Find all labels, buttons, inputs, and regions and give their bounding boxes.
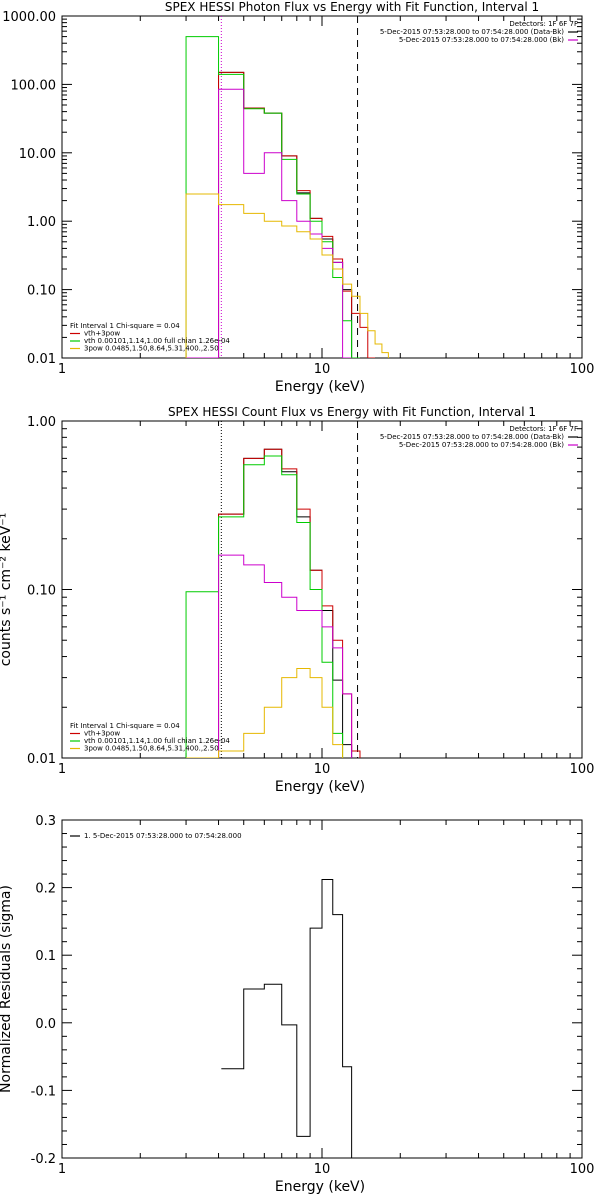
x-axis-label: Energy (keV) xyxy=(275,779,365,795)
series-line-5 xyxy=(185,193,389,358)
legend-entry-2: vth+3pow xyxy=(84,730,120,738)
y-axis-label: Normalized Residuals (sigma) xyxy=(0,885,14,1093)
x-tick-label: 10 xyxy=(314,1162,331,1177)
plot-frame xyxy=(61,819,583,1159)
series-line-3 xyxy=(185,36,360,358)
legend-entry-4: 3pow 0.0485,1.50,8.64,5.31,400.,2.50 xyxy=(84,745,219,753)
y-tick-label: 1.00 xyxy=(27,415,56,430)
x-tick-label: 10 xyxy=(314,762,331,777)
y-tick-label: 100.00 xyxy=(11,78,57,93)
chart-title: SPEX HESSI Count Flux vs Energy with Fit… xyxy=(168,405,536,419)
x-axis-label: Energy (keV) xyxy=(275,1179,365,1195)
x-tick-label: 100 xyxy=(570,362,595,377)
series-line-4 xyxy=(186,88,352,358)
legend-entry-2: vth+3pow xyxy=(84,330,120,338)
header-line-3: 5-Dec-2015 07:53:28.000 to 07:54:28.000 … xyxy=(399,441,564,449)
header-line-2: 5-Dec-2015 07:53:28.000 to 07:54:28.000 … xyxy=(380,28,564,36)
x-tick-label: 100 xyxy=(570,1162,595,1177)
x-tick-label: 100 xyxy=(570,762,595,777)
plot-frame xyxy=(61,15,583,359)
x-tick-label: 10 xyxy=(314,362,331,377)
legend-entry-3: vth 0.00101,1.14,1.00 full chian 1.26e-0… xyxy=(84,337,230,345)
series-line-4 xyxy=(186,554,353,758)
legend-entry-3: vth 0.00101,1.14,1.00 full chian 1.26e-0… xyxy=(84,737,230,745)
y-tick-label: 0.01 xyxy=(27,352,56,367)
header-line-1: Detectors: 1F 6F 7F xyxy=(509,425,578,433)
legend-entry-1: 1. 5-Dec-2015 07:53:28.000 to 07:54:28.0… xyxy=(84,832,242,840)
series-group xyxy=(221,878,358,1158)
y-tick-label: 10.00 xyxy=(19,147,56,162)
series-group xyxy=(185,448,361,758)
series-line-2 xyxy=(186,448,361,758)
chart-1: SPEX HESSI Photon Flux vs Energy with Fi… xyxy=(2,0,594,395)
y-tick-label: -0.2 xyxy=(31,1152,56,1167)
series-line-5 xyxy=(186,667,344,758)
header-line-1: Detectors: 1F 6F 7F xyxy=(509,20,578,28)
x-tick-label: 1 xyxy=(58,362,66,377)
chart-title: SPEX HESSI Photon Flux vs Energy with Fi… xyxy=(165,0,539,14)
chart-2: SPEX HESSI Count Flux vs Energy with Fit… xyxy=(0,405,594,795)
series-group xyxy=(185,36,389,358)
y-tick-label: 1000.00 xyxy=(2,10,56,25)
series-line-1 xyxy=(186,71,360,358)
x-axis-label: Energy (keV) xyxy=(275,379,365,395)
header-line-2: 5-Dec-2015 07:53:28.000 to 07:54:28.000 … xyxy=(380,433,564,441)
y-tick-label: 0.0 xyxy=(35,1017,56,1032)
legend-entry-1: Fit Interval 1 Chi-square = 0.04 xyxy=(70,722,180,730)
y-tick-label: 1.00 xyxy=(27,215,56,230)
y-tick-label: -0.1 xyxy=(31,1084,56,1099)
y-tick-label: 0.10 xyxy=(27,284,56,299)
header-line-3: 5-Dec-2015 07:53:28.000 to 07:54:28.000 … xyxy=(399,36,564,44)
y-axis-label: counts s⁻¹ cm⁻² keV⁻¹ xyxy=(0,513,14,667)
series-line-1 xyxy=(186,448,360,758)
y-tick-label: 0.01 xyxy=(27,752,56,767)
series-line-3 xyxy=(185,455,344,758)
legend-entry-1: Fit Interval 1 Chi-square = 0.04 xyxy=(70,322,180,330)
chart-3: 1 10 100 -0.2 -0.1 0.0 0.1 0.2 0.3 Energy (keV) No… xyxy=(0,814,594,1195)
series-line-1 xyxy=(221,878,358,1158)
x-tick-label: 1 xyxy=(58,762,66,777)
x-tick-label: 1 xyxy=(58,1162,66,1177)
y-tick-label: 0.2 xyxy=(35,882,56,897)
y-tick-label: 0.3 xyxy=(35,814,56,829)
y-tick-label: 0.10 xyxy=(27,584,56,599)
y-tick-label: 0.1 xyxy=(35,949,56,964)
series-line-2 xyxy=(186,71,376,358)
legend-entry-4: 3pow 0.0485,1.50,8.64,5.31,400.,2.50 xyxy=(84,345,219,353)
